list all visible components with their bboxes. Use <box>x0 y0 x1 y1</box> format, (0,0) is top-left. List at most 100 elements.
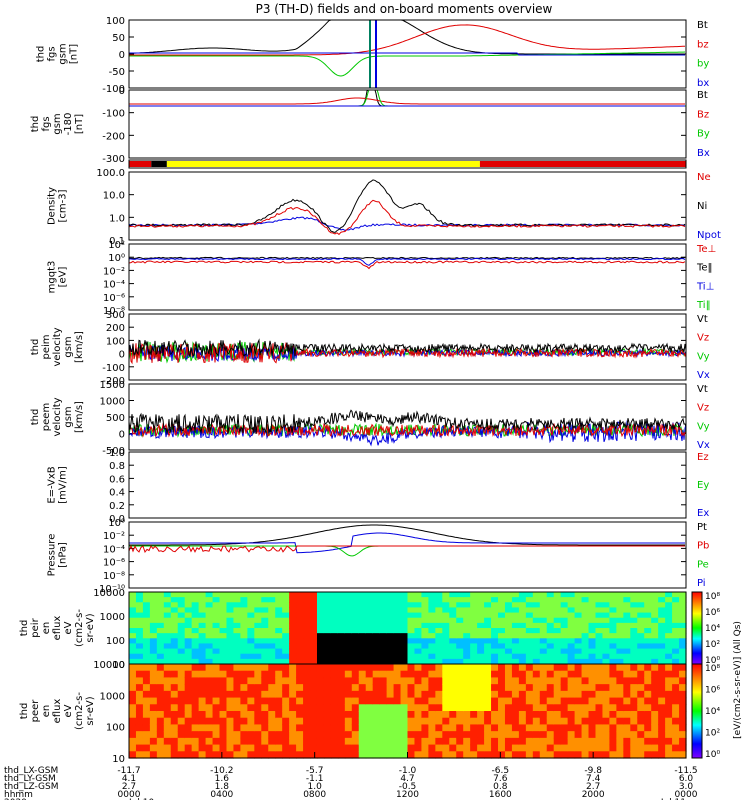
heatmap-cell <box>484 617 492 624</box>
heatmap-cell <box>142 638 151 645</box>
heatmap-cell <box>233 751 241 759</box>
heatmap-cell <box>477 622 485 629</box>
heatmap-cell <box>365 633 374 639</box>
heatmap-cell <box>623 690 631 699</box>
heatmap-cell <box>539 744 548 752</box>
heatmap-cell <box>672 607 680 614</box>
heatmap-cell <box>609 690 617 699</box>
heatmap-cell <box>484 664 492 672</box>
y-tick-label: 10⁻⁶ <box>103 293 125 304</box>
heatmap-cell <box>177 717 186 726</box>
heatmap-cell <box>129 664 137 672</box>
heatmap-cell <box>560 737 569 746</box>
heatmap-cell <box>358 751 367 759</box>
heatmap-cell <box>511 744 520 752</box>
heatmap-cell <box>658 677 666 685</box>
heatmap-cell <box>379 638 388 645</box>
heatmap-cell <box>310 612 318 619</box>
heatmap-cell <box>330 717 339 726</box>
heatmap-cell <box>442 643 450 650</box>
heatmap-cell <box>170 597 179 603</box>
heatmap-cell <box>219 622 228 629</box>
heatmap-cell <box>414 617 423 624</box>
heatmap-cell <box>282 670 290 679</box>
heatmap-cell <box>177 597 186 603</box>
heatmap-cell <box>630 751 638 759</box>
xaxis-value: 1200 <box>396 790 419 800</box>
heatmap-cell <box>560 643 569 650</box>
heatmap-cell <box>358 744 367 752</box>
heatmap-cell <box>581 633 590 639</box>
heatmap-cell <box>637 731 645 739</box>
heatmap-cell <box>282 633 290 639</box>
heatmap-cell <box>310 633 318 639</box>
heatmap-cell <box>463 737 471 746</box>
heatmap-cell <box>177 628 186 634</box>
heatmap-cell <box>560 744 569 752</box>
heatmap-cell <box>574 607 583 614</box>
heatmap-cell <box>456 704 464 712</box>
heatmap-cell <box>386 658 395 665</box>
heatmap-cell <box>546 597 555 603</box>
heatmap-cell <box>477 670 485 679</box>
y-tick-label: -50 <box>109 67 125 78</box>
heatmap-cell <box>296 664 304 672</box>
heatmap-cell <box>581 622 590 629</box>
heatmap-cell <box>644 622 652 629</box>
heatmap-cell <box>630 724 638 732</box>
heatmap-cell <box>553 653 562 660</box>
heatmap-cell <box>170 731 179 739</box>
heatmap-cell <box>163 617 172 624</box>
heatmap-cell <box>498 697 506 705</box>
heatmap-cell <box>393 638 402 645</box>
heatmap-cell <box>658 670 666 679</box>
heatmap-cell <box>477 633 485 639</box>
colorbar <box>691 663 703 759</box>
heatmap-cell <box>149 628 158 634</box>
heatmap-cell <box>546 684 555 692</box>
heatmap-cell <box>470 597 478 603</box>
heatmap-cell <box>365 751 374 759</box>
heatmap-cell <box>337 648 346 655</box>
heatmap-cell <box>525 607 534 614</box>
heatmap-cell <box>588 751 597 759</box>
heatmap-cell <box>595 612 604 619</box>
heatmap-cell <box>316 653 325 660</box>
heatmap-cell <box>198 731 207 739</box>
heatmap-cell <box>303 612 311 619</box>
heatmap-cell <box>386 633 395 639</box>
heatmap-cell <box>219 592 228 598</box>
heatmap-cell <box>254 597 262 603</box>
heatmap-cell <box>268 664 276 672</box>
heatmap-cell <box>330 638 339 645</box>
heatmap-cell <box>567 648 576 655</box>
heatmap-cell <box>240 602 248 609</box>
y-axis-label: peer <box>30 699 41 723</box>
legend-entry: Vy <box>697 421 710 432</box>
heatmap-cell <box>379 751 388 759</box>
heatmap-cell <box>261 670 269 679</box>
y-tick-label: 0 <box>119 50 125 61</box>
heatmap-cell <box>665 670 673 679</box>
heatmap-cell <box>323 622 332 629</box>
heatmap-cell <box>212 628 221 634</box>
heatmap-cell <box>644 648 652 655</box>
heatmap-cell <box>588 677 597 685</box>
heatmap-cell <box>379 711 388 719</box>
heatmap-cell <box>672 744 680 752</box>
heatmap-cell <box>435 597 443 603</box>
heatmap-cell <box>184 711 193 719</box>
heatmap-cell <box>449 751 457 759</box>
heatmap-cell <box>191 724 200 732</box>
heatmap-cell <box>358 717 367 726</box>
heatmap-cell <box>226 628 235 634</box>
heatmap-cell <box>247 592 255 598</box>
heatmap-cell <box>219 602 228 609</box>
heatmap-cell <box>525 622 534 629</box>
y-tick-label: 10 <box>112 754 125 765</box>
heatmap-cell <box>372 697 381 705</box>
heatmap-cell <box>539 653 548 660</box>
heatmap-cell <box>330 711 339 719</box>
heatmap-cell <box>337 633 346 639</box>
heatmap-cell <box>484 711 492 719</box>
